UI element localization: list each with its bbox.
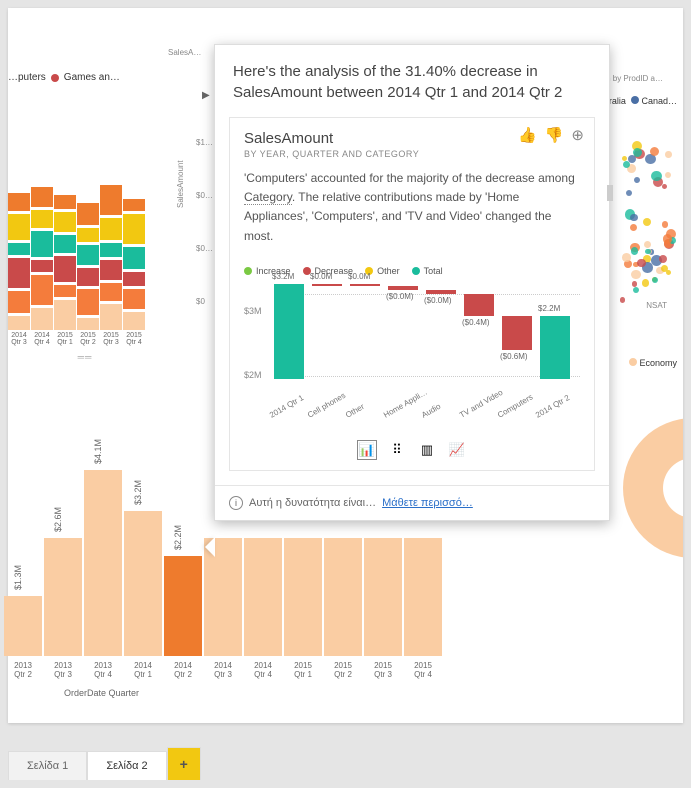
bar-value-label: $0.0M (348, 272, 370, 281)
bar-column[interactable]: 2015Qtr 4 (404, 538, 442, 656)
legend-dot-icon (51, 74, 59, 82)
y-tick: $2M (244, 370, 262, 380)
waterfall-bar[interactable] (312, 284, 342, 286)
axis-label-nsat: NSAT (646, 301, 667, 310)
add-page-button[interactable]: + (167, 747, 201, 780)
legend-label: Games an… (64, 72, 120, 83)
legend-dot-icon (629, 358, 637, 366)
popup-header: Here's the analysis of the 31.40% decrea… (215, 45, 609, 117)
bar-value-label: $3.2M (272, 272, 294, 281)
bar-column[interactable]: 2015Qtr 2 (324, 538, 362, 656)
bar-column[interactable]: $3.2M2014Qtr 1 (124, 511, 162, 656)
scatter-chart-frag (619, 138, 679, 308)
bar-value-label: ($0.6M) (500, 352, 528, 361)
waterfall-bar[interactable] (350, 284, 380, 286)
donut-chart-frag (613, 408, 683, 578)
y-tick: $3M (244, 306, 262, 316)
chart-title-frag: SalesA… (168, 48, 201, 57)
popup-pointer-icon (205, 537, 215, 557)
page-tabs: Σελίδα 1 Σελίδα 2 + (8, 747, 201, 780)
arrow-right-icon[interactable]: ▶ (202, 90, 210, 101)
thumbs-down-icon[interactable]: 👎 (545, 126, 564, 144)
analyze-popup: Here's the analysis of the 31.40% decrea… (214, 44, 610, 521)
legend-top-left: …puters Games an… (8, 72, 120, 83)
y-ticks: $1… $0… $0… $0 (196, 138, 213, 350)
card-actions: 👍 👎 ⊕ (518, 126, 584, 144)
card-subtitle: BY YEAR, QUARTER AND CATEGORY (244, 149, 580, 159)
bar-column[interactable]: 2015Qtr 1 (284, 538, 322, 656)
scrollbar-thumb[interactable] (607, 185, 613, 201)
tick: $0… (196, 191, 213, 200)
desc-link[interactable]: Category (244, 190, 292, 205)
tab-page-2[interactable]: Σελίδα 2 (87, 751, 166, 780)
legend-dot-icon (631, 96, 639, 104)
legend-label: Total (424, 266, 443, 276)
waterfall-bar[interactable] (464, 294, 494, 316)
resize-handle-icon[interactable]: ══ (74, 352, 96, 362)
bar-value-label: $0.0M (310, 272, 332, 281)
thumbs-up-icon[interactable]: 👍 (518, 126, 537, 144)
legend-label: …puters (8, 72, 46, 83)
insight-card: 👍 👎 ⊕ SalesAmount BY YEAR, QUARTER AND C… (229, 117, 595, 471)
legend-label: Canad… (641, 96, 677, 106)
bar-value-label: ($0.0M) (386, 292, 414, 301)
card-description: 'Computers' accounted for the majority o… (244, 169, 580, 246)
waterfall-chart: $3M $2M $3.2M$0.0M$0.0M($0.0M)($0.0M)($0… (244, 284, 580, 434)
bar-value-label: ($0.4M) (462, 318, 490, 327)
legend-right-2: Economy (629, 358, 677, 368)
y-axis-label: SalesAmount (176, 160, 185, 208)
waterfall-bar[interactable] (540, 316, 570, 379)
ribbon-chart-icon[interactable]: 📈 (447, 440, 467, 460)
tab-page-1[interactable]: Σελίδα 1 (8, 751, 87, 780)
popup-footer: i Αυτή η δυνατότητα είναι… Μάθετε περισσ… (215, 485, 609, 520)
waterfall-chart-icon[interactable]: 📊 (357, 440, 377, 460)
tick: $0 (196, 297, 213, 306)
bar-column[interactable]: $4.1M2013Qtr 4 (84, 470, 122, 656)
scatter-chart-icon[interactable]: ⠿ (387, 440, 407, 460)
bar-column[interactable]: $1.3M2013Qtr 2 (4, 596, 42, 656)
chart-type-switcher: 📊 ⠿ ▥ 📈 (244, 440, 580, 460)
waterfall-legend: IncreaseDecreaseOtherTotal (244, 266, 580, 276)
legend-dot-icon (412, 267, 420, 275)
bar-column[interactable]: 2014Qtr 4 (244, 538, 282, 656)
bar-value-label: ($0.0M) (424, 296, 452, 305)
bar-value-label: $2.2M (538, 304, 560, 313)
waterfall-bar[interactable] (426, 290, 456, 294)
tick: $1… (196, 138, 213, 147)
legend-dot-icon (244, 267, 252, 275)
desc-text: 'Computers' accounted for the majority o… (244, 171, 575, 185)
legend-label: Economy (639, 358, 677, 368)
waterfall-bar[interactable] (274, 284, 304, 379)
column-chart-icon[interactable]: ▥ (417, 440, 437, 460)
legend-label: Other (377, 266, 400, 276)
info-icon: i (229, 496, 243, 510)
learn-more-link[interactable]: Μάθετε περισσό… (382, 497, 473, 509)
tick: $0… (196, 244, 213, 253)
report-canvas: SalesA… …puters Games an… ▶ Inc… 2014 Qt… (8, 8, 683, 723)
add-icon[interactable]: ⊕ (571, 126, 584, 144)
bar-column[interactable]: $2.2M2014Qtr 2 (164, 556, 202, 656)
stacked-bar-chart: 2014 Qtr 32014 Qtr 42015 Qtr 12015 Qtr 2… (8, 108, 198, 338)
x-axis-label: OrderDate Quarter (64, 688, 139, 698)
waterfall-bar[interactable] (388, 286, 418, 290)
footer-text: Αυτή η δυνατότητα είναι… (249, 497, 376, 509)
bar-column[interactable]: 2015Qtr 3 (364, 538, 402, 656)
waterfall-bar[interactable] (502, 316, 532, 350)
bar-column[interactable]: $2.6M2013Qtr 3 (44, 538, 82, 656)
